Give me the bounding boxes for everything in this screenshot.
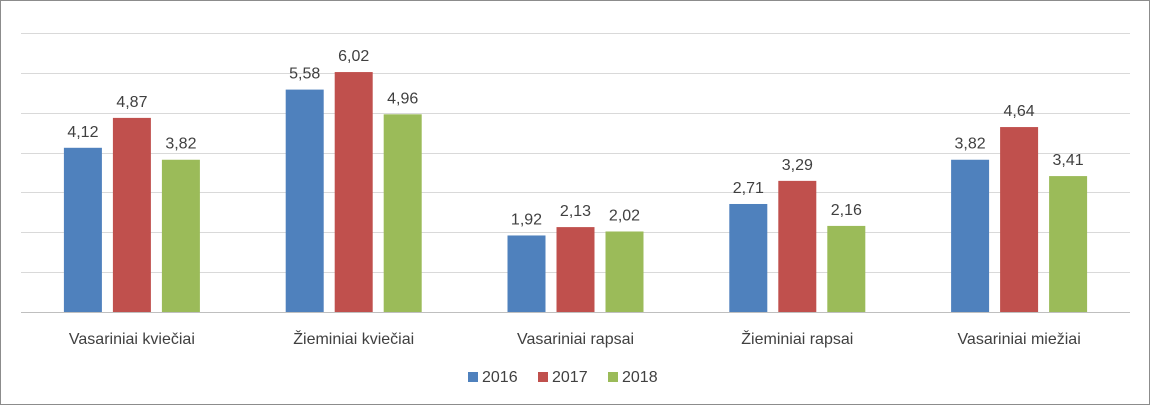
data-label: 4,87 xyxy=(116,94,147,111)
legend-label: 2018 xyxy=(622,369,658,386)
data-label: 4,12 xyxy=(67,124,98,141)
data-label: 5,58 xyxy=(289,66,320,83)
bar-2018 xyxy=(383,114,422,313)
bar-2016 xyxy=(63,147,102,312)
legend-swatch-2016 xyxy=(468,372,478,382)
legend: 2016 2017 2018 xyxy=(468,369,658,386)
bar-2016 xyxy=(285,89,324,313)
bar-2017 xyxy=(334,72,373,312)
bar-2017 xyxy=(1000,127,1039,312)
legend-swatch-2017 xyxy=(538,372,548,382)
bars xyxy=(63,72,1088,313)
bar-2016 xyxy=(729,203,768,312)
bar-2018 xyxy=(161,159,200,312)
x-tick-label: Vasariniai kviečiai xyxy=(69,331,195,348)
bar-2017 xyxy=(778,180,817,312)
data-label: 2,16 xyxy=(831,202,862,219)
data-label: 4,64 xyxy=(1004,103,1035,120)
data-label: 3,29 xyxy=(782,157,813,174)
bar-2017 xyxy=(112,117,151,312)
bar-2018 xyxy=(827,225,866,312)
data-label: 6,02 xyxy=(338,48,369,65)
bar-2016 xyxy=(951,159,990,312)
data-label: 1,92 xyxy=(511,211,542,228)
x-tick-label: Žieminiai rapsai xyxy=(741,329,853,348)
data-label: 4,96 xyxy=(387,90,418,107)
legend-label: 2016 xyxy=(482,369,518,386)
legend-swatch-2018 xyxy=(608,372,618,382)
data-label: 2,13 xyxy=(560,203,591,220)
data-labels: 4,12 4,87 3,82 5,58 6,02 4,96 1,92 2,13 2,02 2,71… xyxy=(67,48,1083,228)
x-tick-label: Vasariniai miežiai xyxy=(957,331,1080,348)
data-label: 3,41 xyxy=(1053,152,1084,169)
data-label: 2,71 xyxy=(733,180,764,197)
x-tick-label: Žieminiai kviečiai xyxy=(293,329,414,348)
x-axis-tick-labels: Vasariniai kviečiai Žieminiai kviečiai Vas… xyxy=(69,329,1081,348)
x-tick-label: Vasariniai rapsai xyxy=(517,331,634,348)
bar-2016 xyxy=(507,235,546,312)
bar-2018 xyxy=(1049,176,1088,312)
bar-2017 xyxy=(556,227,595,312)
data-label: 2,02 xyxy=(609,207,640,224)
data-label: 3,82 xyxy=(165,136,196,153)
legend-label: 2017 xyxy=(552,369,588,386)
bar-2018 xyxy=(605,231,644,312)
data-label: 3,82 xyxy=(955,136,986,153)
